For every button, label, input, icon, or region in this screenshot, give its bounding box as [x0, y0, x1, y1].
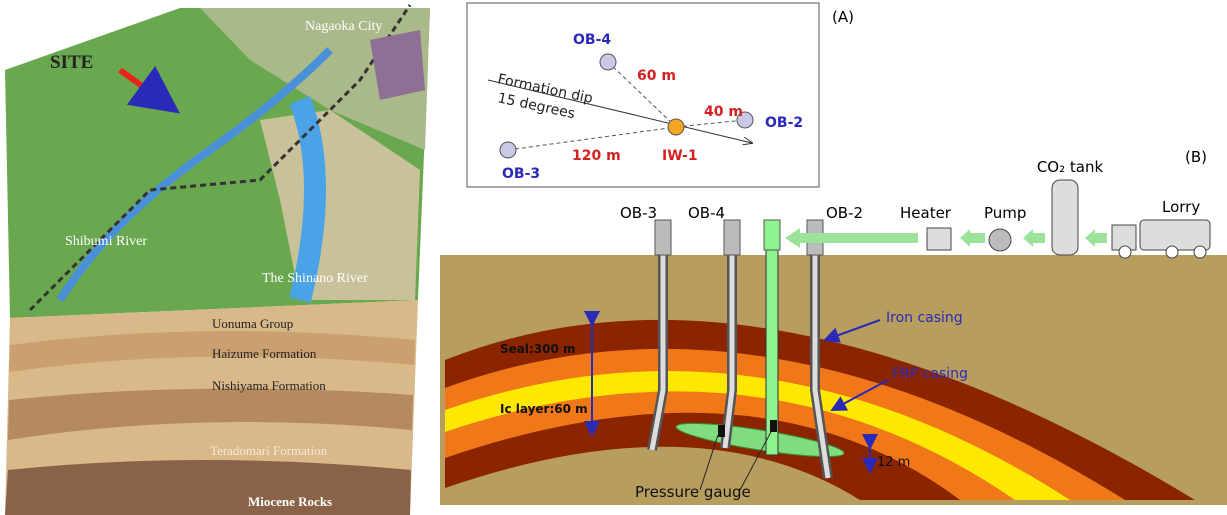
plan-box: [466, 2, 820, 188]
well: [599, 53, 617, 71]
equipment-label: Pump: [984, 204, 1026, 222]
casing-label: FRP casing: [892, 366, 968, 382]
equipment-label: Heater: [900, 204, 952, 222]
well-label: OB-2: [826, 204, 863, 222]
formation-label: Haizume Formation: [212, 346, 317, 361]
well: [667, 118, 685, 136]
well: [499, 141, 517, 159]
well-label: OB-3: [620, 204, 657, 222]
river-label: The Shinano River: [262, 271, 368, 286]
formation-label: Uonuma Group: [212, 316, 293, 331]
surface-equipment: [584, 179, 1211, 491]
dip-arrow: [487, 79, 752, 143]
casing-label: Iron casing: [886, 310, 963, 326]
gauge-label: Pressure gauge: [635, 483, 751, 501]
well: [736, 111, 754, 129]
link: [507, 126, 677, 151]
distance-label: 120 m: [572, 148, 621, 164]
well-label: IW-1: [662, 148, 698, 164]
equipment-label: CO₂ tank: [1037, 158, 1104, 176]
well-label: OB-4: [688, 204, 725, 222]
site-label: SITE: [50, 52, 93, 73]
formation-label: Teradomari Formation: [210, 443, 328, 458]
formation-label: Nishiyama Formation: [212, 378, 326, 393]
equipment-label: Lorry: [1162, 198, 1200, 216]
layer-label: Seal:300 m: [500, 342, 576, 356]
link: [607, 61, 677, 128]
formation-label: Miocene Rocks: [248, 494, 332, 509]
distance-label: 40 m: [704, 104, 743, 120]
well-label: OB-4: [573, 32, 611, 48]
cross-section: [440, 255, 1227, 505]
distance-label: 60 m: [637, 68, 676, 84]
link: [675, 119, 746, 128]
well-label: OB-3: [502, 166, 540, 182]
city-label: Nagaoka City: [305, 19, 382, 34]
well-label: OB-2: [765, 115, 803, 131]
panel-label: (B): [1185, 148, 1207, 166]
layer-label: Ic layer:60 m: [500, 402, 588, 416]
wells: [647, 219, 833, 479]
terrain-block: [5, 4, 430, 515]
panel-label: (A): [832, 8, 854, 26]
thickness-label: 12 m: [877, 455, 910, 470]
river-label: Shibumi River: [65, 234, 147, 249]
